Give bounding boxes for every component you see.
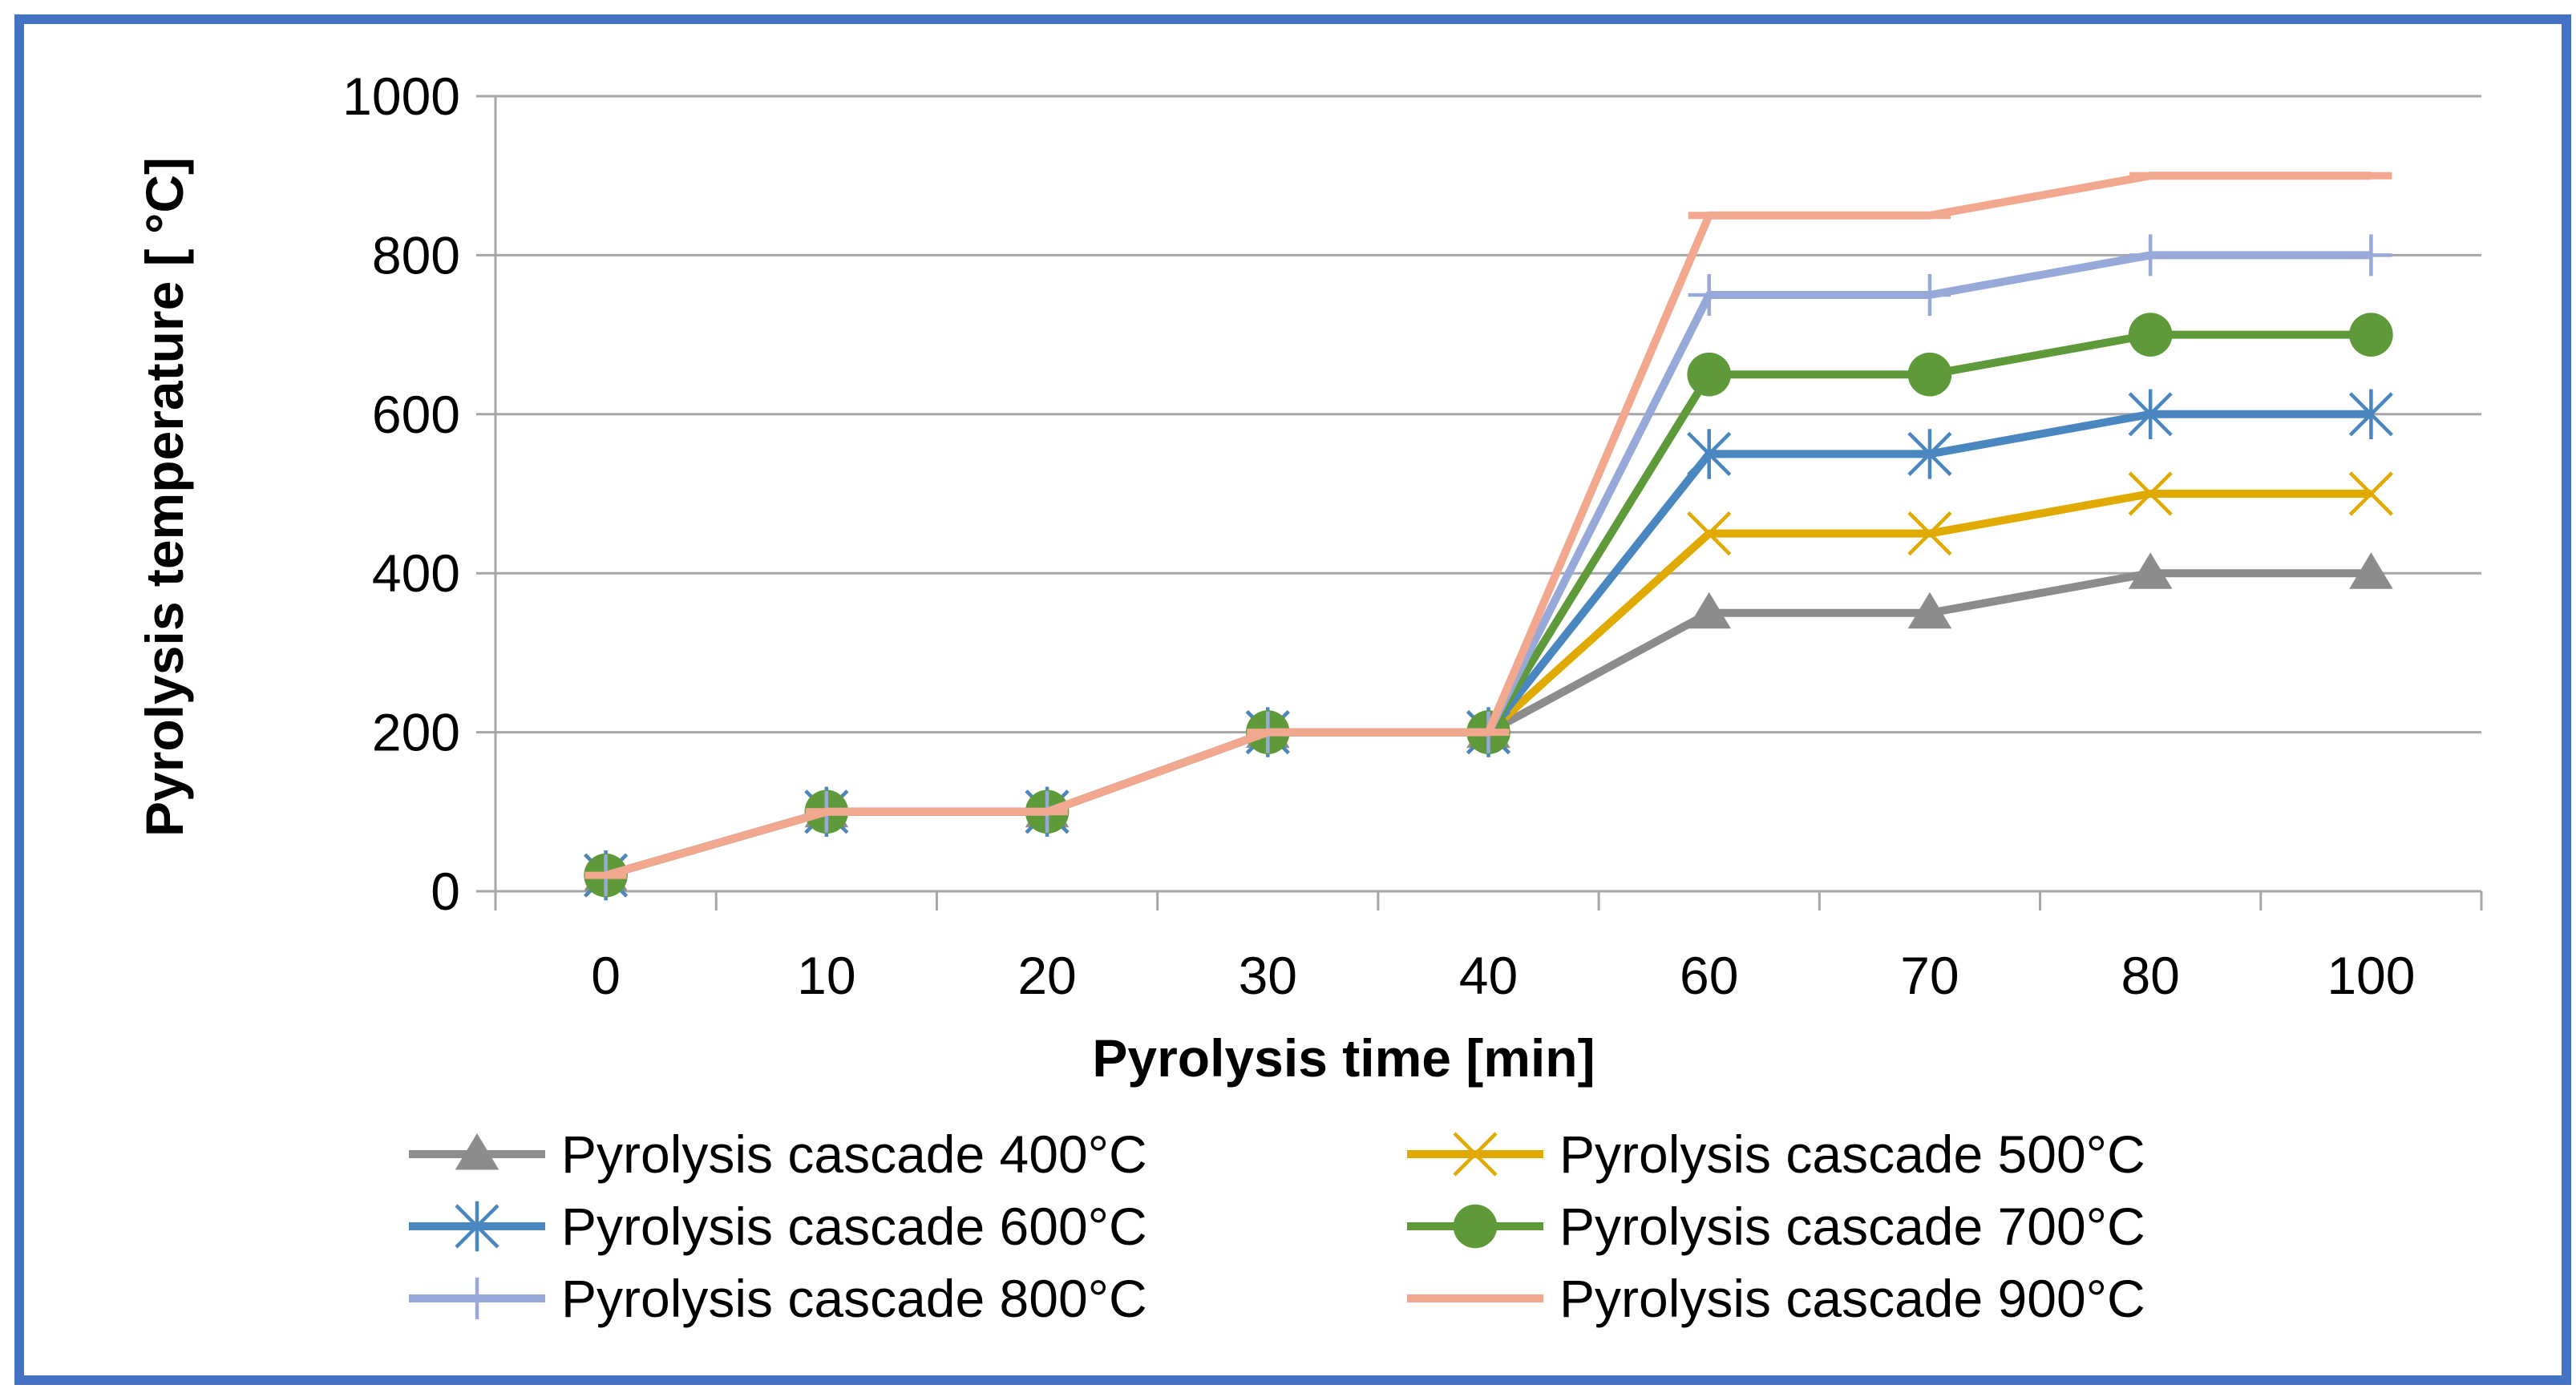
legend-label: Pyrolysis cascade 400°C bbox=[561, 1124, 1147, 1184]
series-3 bbox=[584, 389, 2393, 901]
data-point-marker bbox=[455, 1133, 499, 1170]
data-point-marker bbox=[1688, 274, 1730, 316]
legend-label: Pyrolysis cascade 600°C bbox=[561, 1197, 1147, 1256]
data-point-marker bbox=[1907, 511, 1952, 556]
x-tick-label: 70 bbox=[1900, 946, 1959, 1005]
series-line bbox=[605, 490, 2372, 879]
data-point-marker bbox=[2128, 313, 2173, 357]
data-point-marker bbox=[2349, 552, 2393, 589]
y-tick-label: 0 bbox=[431, 862, 460, 921]
data-point-marker bbox=[2348, 471, 2393, 516]
y-axis-title: Pyrolysis temperature [ °C] bbox=[135, 157, 194, 837]
series-line bbox=[605, 251, 2372, 879]
data-point-marker bbox=[1908, 274, 1951, 316]
series-2 bbox=[584, 471, 2393, 898]
y-tick-label: 800 bbox=[372, 225, 460, 285]
data-point-marker bbox=[456, 1278, 498, 1319]
data-point-marker bbox=[1907, 429, 1952, 479]
data-point-marker bbox=[1687, 592, 1732, 629]
data-point-marker bbox=[1907, 352, 1952, 397]
y-tick-label: 1000 bbox=[342, 67, 460, 126]
x-tick-label: 0 bbox=[591, 946, 621, 1005]
data-point-marker bbox=[2350, 234, 2392, 277]
data-point-marker bbox=[1453, 1204, 1498, 1249]
x-tick-label: 20 bbox=[1017, 946, 1076, 1005]
legend-label: Pyrolysis cascade 700°C bbox=[1559, 1197, 2145, 1256]
data-point-marker bbox=[1907, 592, 1952, 629]
legend-item: Pyrolysis cascade 500°C bbox=[1407, 1124, 2145, 1184]
data-point-marker bbox=[2128, 471, 2173, 516]
data-point-marker bbox=[1687, 511, 1732, 556]
legend-label: Pyrolysis cascade 900°C bbox=[1559, 1269, 2145, 1328]
legend-label: Pyrolysis cascade 800°C bbox=[561, 1269, 1147, 1328]
y-tick-label: 200 bbox=[372, 703, 460, 762]
x-axis-title: Pyrolysis time [min] bbox=[1092, 1028, 1595, 1088]
legend-item: Pyrolysis cascade 800°C bbox=[409, 1269, 1147, 1328]
legend-item: Pyrolysis cascade 900°C bbox=[1407, 1269, 2145, 1328]
data-point-marker bbox=[2128, 389, 2173, 439]
series-6 bbox=[584, 172, 2392, 879]
legend: Pyrolysis cascade 400°C Pyrolysis cascade… bbox=[409, 1124, 2145, 1328]
data-point-marker bbox=[1453, 1132, 1498, 1177]
series-5 bbox=[584, 234, 2392, 897]
data-point-marker bbox=[2129, 234, 2172, 277]
series-line bbox=[605, 330, 2372, 879]
y-tick-label: 600 bbox=[372, 385, 460, 444]
x-tick-label: 30 bbox=[1239, 946, 1297, 1005]
series bbox=[584, 172, 2393, 901]
y-tick-label: 400 bbox=[372, 543, 460, 603]
x-tick-label: 60 bbox=[1680, 946, 1738, 1005]
data-point-marker bbox=[1687, 352, 1732, 397]
legend-item: Pyrolysis cascade 400°C bbox=[409, 1124, 1147, 1184]
series-line bbox=[605, 410, 2372, 879]
series-line bbox=[605, 172, 2372, 879]
data-point-marker bbox=[1687, 429, 1732, 479]
x-tick-label: 10 bbox=[797, 946, 855, 1005]
axes bbox=[476, 95, 2483, 910]
legend-label: Pyrolysis cascade 500°C bbox=[1559, 1124, 2145, 1184]
tick-labels: 0 200 400 600 800 1000 0 10 20 30 40 60 70 80 100 bbox=[342, 67, 2415, 1005]
legend-item: Pyrolysis cascade 700°C bbox=[1407, 1197, 2145, 1256]
data-point-marker bbox=[2128, 552, 2173, 589]
data-point-marker bbox=[2348, 389, 2393, 439]
data-point-marker bbox=[2349, 313, 2393, 357]
data-point-marker bbox=[455, 1201, 499, 1252]
legend-item: Pyrolysis cascade 600°C bbox=[409, 1197, 1147, 1256]
x-tick-label: 40 bbox=[1459, 946, 1518, 1005]
x-tick-label: 80 bbox=[2121, 946, 2179, 1005]
x-tick-label: 100 bbox=[2327, 946, 2415, 1005]
